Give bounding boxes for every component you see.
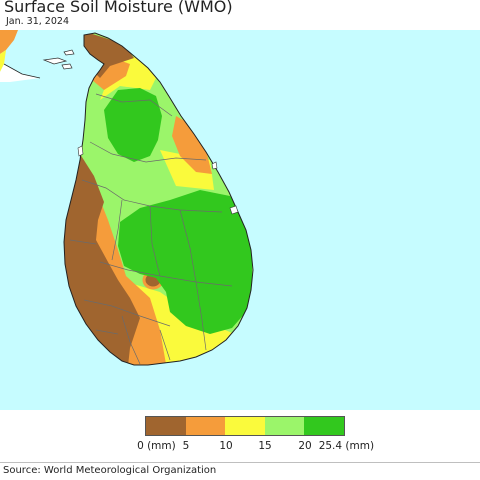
legend-swatch-10-15: [225, 417, 265, 435]
map-date: Jan. 31, 2024: [6, 16, 69, 27]
map-panel: [0, 30, 480, 410]
source-credit: Source: World Meteorological Organizatio…: [3, 465, 217, 476]
adams-bridge-islands: [42, 49, 75, 70]
mainland-india: [0, 30, 41, 82]
legend-swatch-5-10: [185, 417, 226, 435]
legend-tick-5: 5: [182, 440, 190, 452]
legend-tick-20: 20: [298, 440, 312, 452]
sri-lanka-coastline: [63, 32, 254, 366]
legend-tick-15: 15: [258, 440, 272, 452]
footer-divider: [0, 462, 480, 463]
legend-swatch-0-5: [146, 417, 186, 435]
legend-swatch-15-20: [264, 417, 305, 435]
coastal-islets: [77, 145, 239, 215]
legend-label-max: 25.4 (mm): [318, 440, 375, 452]
legend-color-bar: [145, 416, 345, 436]
legend-tick-10: 10: [219, 440, 233, 452]
legend-labels: 0 (mm) 5 10 15 20 25.4 (mm): [0, 440, 480, 454]
soil-moisture-map: [0, 30, 480, 410]
legend-label-min: 0 (mm): [137, 440, 176, 452]
legend-swatch-20-25: [304, 417, 344, 435]
map-title: Surface Soil Moisture (WMO): [4, 0, 233, 16]
